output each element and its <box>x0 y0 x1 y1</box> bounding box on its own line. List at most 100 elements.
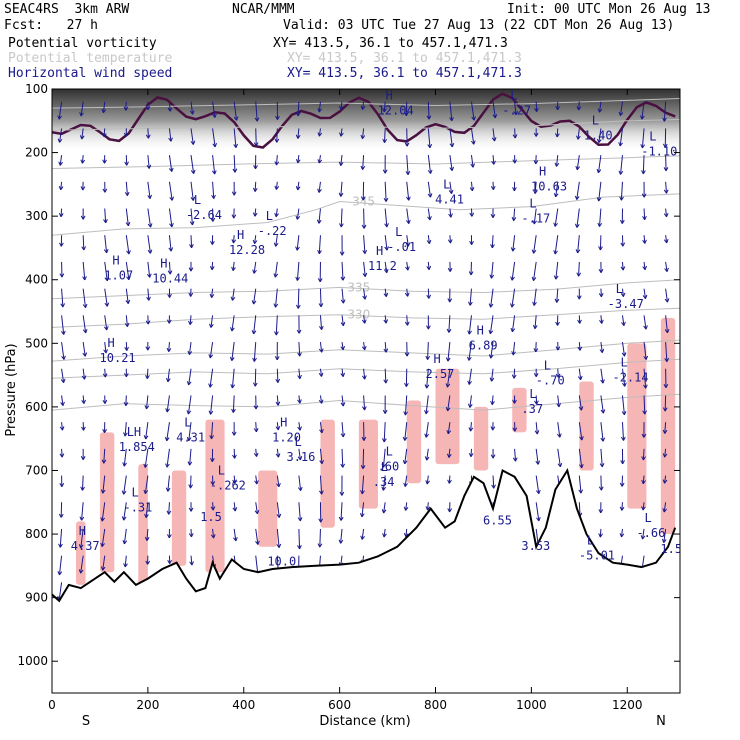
wind-vector <box>556 128 559 138</box>
wind-vector-head <box>598 268 604 273</box>
pv-region <box>579 381 594 471</box>
extremum-marker: L <box>592 114 599 128</box>
wind-vector-head <box>427 193 433 198</box>
wind-vector-head <box>597 222 603 227</box>
wind-vector <box>511 315 516 332</box>
org-label: NCAR/MMM <box>232 2 295 17</box>
wind-vector <box>557 422 561 438</box>
wind-vector <box>319 341 323 353</box>
wind-vector-head <box>189 110 195 115</box>
wind-vector-head <box>405 170 411 176</box>
wind-vector <box>340 502 343 521</box>
wind-vector-head <box>619 196 624 201</box>
wind-vector <box>231 288 235 301</box>
wind-vector <box>642 528 645 540</box>
wind-vector-head <box>143 489 149 494</box>
wind-vector-head <box>79 112 84 117</box>
wind-speed-value: 11.2 <box>368 259 397 273</box>
field-pv-name: Potential vorticity <box>8 36 157 51</box>
wind-speed-value: -5.01 <box>579 548 615 562</box>
wind-vector <box>404 448 408 464</box>
wind-vector <box>80 101 84 117</box>
wind-vector-head <box>339 132 344 137</box>
wind-vector-head <box>553 222 558 227</box>
wind-vector-head <box>275 401 281 406</box>
wind-vector-head <box>618 111 624 117</box>
wind-vector <box>491 395 494 405</box>
wind-vector <box>147 155 150 169</box>
wind-vector-head <box>426 239 432 245</box>
wind-vector <box>534 315 537 329</box>
wind-vector <box>340 181 343 197</box>
wind-vector-head <box>619 482 625 487</box>
wind-vector-head <box>510 276 515 281</box>
wind-vector <box>145 502 149 518</box>
wind-vector-head <box>383 268 389 274</box>
wind-vector <box>621 502 623 511</box>
wind-vector-head <box>273 303 279 308</box>
wind-vector-head <box>274 138 280 143</box>
wind-vector-head <box>251 300 257 305</box>
wind-vector <box>276 475 280 487</box>
wind-vector <box>555 181 559 197</box>
wind-vector-head <box>57 571 63 576</box>
wind-vector-head <box>167 107 173 112</box>
wind-vector <box>341 368 344 377</box>
wind-vector-head <box>664 328 670 334</box>
wind-vector-head <box>101 108 107 114</box>
wind-vector-head <box>426 325 431 330</box>
wind-vector-head <box>425 480 430 485</box>
wind-vector-head <box>318 325 324 330</box>
wind-vector-head <box>663 383 669 388</box>
wind-vector-head <box>641 456 646 461</box>
wind-vector <box>81 155 84 164</box>
wind-vector <box>383 528 386 538</box>
wind-vector <box>384 315 387 324</box>
wind-vector-head <box>405 242 411 247</box>
wind-vector-head <box>100 489 106 494</box>
wind-vector <box>60 181 63 190</box>
wind-vector-head <box>577 375 583 381</box>
wind-vector <box>82 235 85 251</box>
wind-vector-head <box>208 383 213 388</box>
wind-vector-head <box>620 242 626 247</box>
wind-vector <box>470 422 472 432</box>
wind-vector <box>298 342 301 357</box>
wind-vector-head <box>80 215 86 220</box>
wind-vector-head <box>81 426 86 431</box>
wind-vector-head <box>383 197 389 202</box>
wind-vector-head <box>79 516 85 521</box>
wind-vector <box>189 475 192 489</box>
wind-vector-head <box>555 321 560 326</box>
y-tick-label: 400 <box>25 273 48 287</box>
wind-vector <box>104 288 108 307</box>
wind-vector <box>643 208 646 220</box>
wind-vector <box>188 422 192 441</box>
wind-vector <box>212 181 215 199</box>
wind-vector <box>406 155 409 175</box>
stratosphere-shading <box>52 89 680 153</box>
wind-vector <box>341 395 344 407</box>
wind-vector <box>490 261 494 279</box>
wind-vector-head <box>470 163 475 168</box>
wind-vector-head <box>297 545 302 550</box>
extremum-marker: H <box>434 352 441 366</box>
wind-vector-head <box>641 479 646 485</box>
wind-vector-head <box>579 436 584 441</box>
wind-vector-head <box>663 212 669 218</box>
wind-vector-head <box>403 482 408 487</box>
wind-vector-head <box>81 375 87 380</box>
wind-vector <box>80 528 84 549</box>
extremum-marker: H <box>79 524 86 538</box>
theta-contour-label: 335 <box>347 280 370 294</box>
wind-vector-head <box>381 486 387 491</box>
wind-speed-value: -.31 <box>123 501 152 515</box>
wind-vector <box>82 368 85 380</box>
wind-vector-head <box>490 400 495 406</box>
wind-speed-value: 1.20 <box>272 431 301 445</box>
wind-vector-head <box>360 134 366 140</box>
theta-contour <box>52 358 680 379</box>
wind-vector-head <box>186 381 192 386</box>
wind-vector <box>641 101 645 120</box>
wind-vector-head <box>295 215 301 220</box>
